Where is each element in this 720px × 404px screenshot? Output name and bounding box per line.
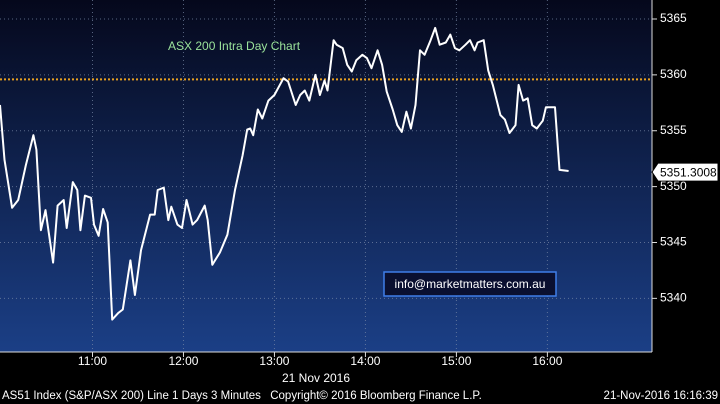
last-price-box: [651, 162, 719, 182]
x-tick-label: 14:00: [350, 354, 380, 368]
x-tick-label: 13:00: [259, 354, 289, 368]
footer-center: Copyright© 2016 Bloomberg Finance L.P.: [270, 390, 482, 402]
annotation: info@marketmatters.com.au: [395, 277, 546, 291]
annotation-box: [383, 271, 557, 297]
x-tick-label: 11:00: [78, 354, 107, 368]
y-tick-label: 5340: [660, 291, 687, 305]
y-tick-label: 5345: [660, 235, 687, 249]
price-line: [0, 26, 569, 321]
y-tick-label: 5365: [660, 11, 687, 25]
last-price-label: 5351.3008: [660, 165, 717, 179]
footer-left: AS51 Index (S&P/ASX 200) Line 1 Days 3 M…: [2, 390, 261, 402]
x-tick-label: 12:00: [168, 354, 198, 368]
x-axis-label: 21 Nov 2016: [282, 371, 350, 385]
chart-title: ASX 200 Intra Day Chart: [168, 39, 301, 53]
footer-right: 21-Nov-2016 16:16:39: [604, 390, 718, 402]
y-tick-label: 5350: [660, 179, 687, 193]
y-tick-label: 5355: [660, 123, 687, 137]
y-tick-label: 5360: [660, 67, 687, 81]
x-tick-label: 15:00: [441, 354, 471, 368]
x-tick-label: 16:00: [532, 354, 562, 368]
plot-area: [0, 0, 652, 352]
